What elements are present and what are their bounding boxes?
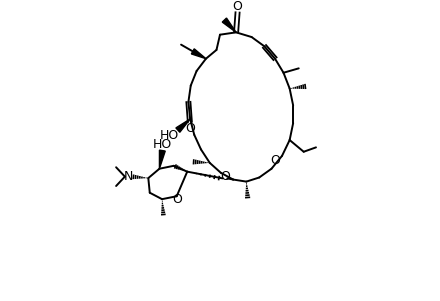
Text: HO: HO	[153, 138, 172, 151]
Text: O: O	[185, 122, 195, 135]
Text: HO: HO	[159, 129, 179, 142]
Polygon shape	[159, 150, 165, 169]
Text: O: O	[172, 193, 182, 206]
Polygon shape	[176, 119, 190, 132]
Text: O: O	[220, 169, 230, 182]
Text: O: O	[233, 0, 242, 13]
Text: O: O	[270, 154, 280, 167]
Text: N: N	[124, 170, 133, 183]
Polygon shape	[222, 18, 236, 32]
Polygon shape	[191, 49, 206, 59]
